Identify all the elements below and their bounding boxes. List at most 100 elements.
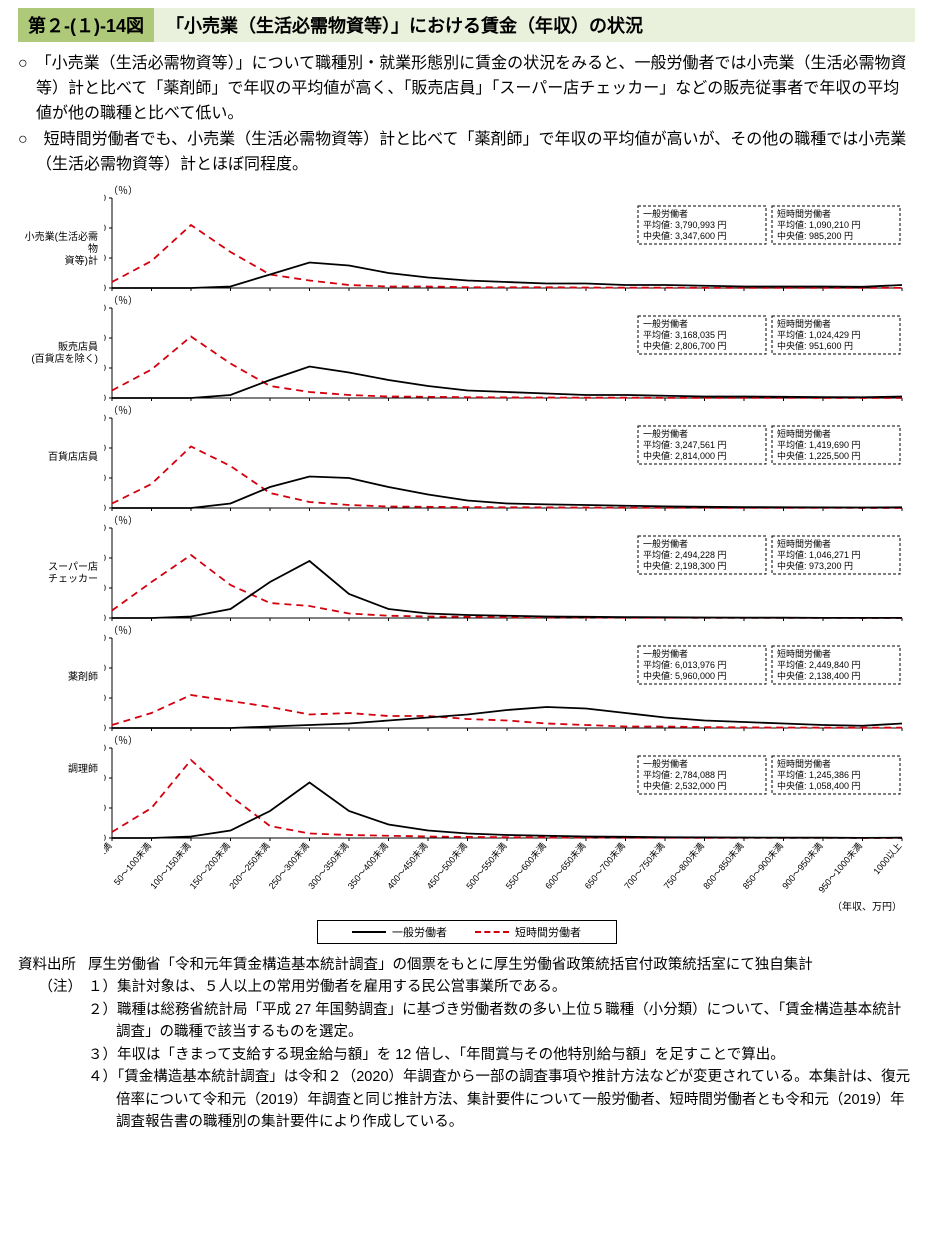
svg-text:平均値: 3,790,993 円: 平均値: 3,790,993 円 — [643, 219, 727, 230]
figure-title-bar: 第２-(１)-14図 「小売業（生活必需物資等）」における賃金（年収）の状況 — [18, 8, 915, 42]
svg-text:（％）: （％） — [108, 515, 138, 527]
svg-text:0～50未満: 0～50未満 — [104, 840, 114, 879]
svg-text:40: 40 — [104, 443, 106, 453]
footer-notes: 資料出所 厚生労働省「令和元年賃金構造基本統計調査」の個票をもとに厚生労働省政策… — [18, 954, 915, 1134]
svg-text:平均値: 1,046,271 円: 平均値: 1,046,271 円 — [777, 549, 861, 560]
svg-text:50～100未満: 50～100未満 — [111, 840, 153, 887]
chart-row-label: 販売店員(百貨店を除く) — [18, 294, 104, 366]
svg-text:中央値: 5,960,000 円: 中央値: 5,960,000 円 — [643, 670, 727, 681]
svg-text:一般労働者: 一般労働者 — [643, 428, 688, 439]
svg-text:500～550未満: 500～550未満 — [463, 840, 508, 891]
legend-label-dash: 短時間労働者 — [515, 924, 581, 940]
svg-text:600～650未満: 600～650未満 — [542, 840, 587, 891]
svg-text:（％）: （％） — [108, 295, 138, 307]
svg-text:中央値: 1,225,500 円: 中央値: 1,225,500 円 — [777, 450, 861, 461]
svg-text:（年収、万円）: （年収、万円） — [832, 900, 902, 913]
svg-text:（％）: （％） — [108, 625, 138, 637]
chart-row: 調理師（％）0204060一般労働者平均値: 2,784,088 円中央値: 2… — [18, 734, 915, 916]
svg-text:短時間労働者: 短時間労働者 — [777, 648, 831, 659]
chart-svg: （％）0204060一般労働者平均値: 2,494,228 円中央値: 2,19… — [104, 514, 906, 622]
svg-text:350～400未満: 350～400未満 — [345, 840, 390, 891]
svg-text:中央値: 2,806,700 円: 中央値: 2,806,700 円 — [643, 340, 727, 351]
svg-text:短時間労働者: 短時間労働者 — [777, 538, 831, 549]
svg-text:1000以上: 1000以上 — [871, 841, 903, 877]
svg-text:40: 40 — [104, 773, 106, 783]
svg-text:平均値: 2,449,840 円: 平均値: 2,449,840 円 — [777, 659, 861, 670]
chart-row-label: 調理師 — [18, 734, 104, 776]
svg-text:0: 0 — [104, 283, 106, 292]
svg-text:0: 0 — [104, 393, 106, 402]
svg-text:中央値: 973,200 円: 中央値: 973,200 円 — [777, 560, 853, 571]
svg-text:（％）: （％） — [108, 735, 138, 747]
chart-panel-stack: 小売業(生活必需物資等)計（％）0204060一般労働者平均値: 3,790,9… — [18, 184, 915, 916]
svg-text:平均値: 1,090,210 円: 平均値: 1,090,210 円 — [777, 219, 861, 230]
svg-text:中央値: 2,532,000 円: 中央値: 2,532,000 円 — [643, 780, 727, 791]
svg-text:中央値: 2,198,300 円: 中央値: 2,198,300 円 — [643, 560, 727, 571]
chart-svg: （％）0204060一般労働者平均値: 2,784,088 円中央値: 2,53… — [104, 734, 906, 916]
svg-text:一般労働者: 一般労働者 — [643, 208, 688, 219]
chart-legend: 一般労働者 短時間労働者 — [317, 920, 617, 944]
svg-text:700～750未満: 700～750未満 — [621, 840, 666, 891]
svg-text:（％）: （％） — [108, 185, 138, 197]
svg-text:40: 40 — [104, 223, 106, 233]
svg-text:100～150未満: 100～150未満 — [147, 840, 192, 891]
svg-text:短時間労働者: 短時間労働者 — [777, 208, 831, 219]
bullet-2: ○ 短時間労働者でも、小売業（生活必需物資等）計と比べて「薬剤師」で年収の平均値… — [18, 128, 915, 178]
svg-text:平均値: 3,168,035 円: 平均値: 3,168,035 円 — [643, 329, 727, 340]
notes-list: １）集計対象は、５人以上の常用労働者を雇用する民公営事業所である。２）職種は総務… — [88, 976, 915, 1133]
legend-swatch-dash — [475, 931, 509, 933]
svg-text:60: 60 — [104, 193, 106, 203]
svg-text:550～600未満: 550～600未満 — [503, 840, 548, 891]
svg-text:850～900未満: 850～900未満 — [740, 840, 785, 891]
chart-svg: （％）0204060一般労働者平均値: 3,247,561 円中央値: 2,81… — [104, 404, 906, 512]
summary-bullets: ○ 「小売業（生活必需物資等）」について職種別・就業形態別に賃金の状況をみると、… — [18, 52, 915, 178]
svg-text:平均値: 1,419,690 円: 平均値: 1,419,690 円 — [777, 439, 861, 450]
chart-row-label: 薬剤師 — [18, 624, 104, 684]
legend-item-dash: 短時間労働者 — [475, 924, 581, 940]
note-item: ３）年収は「きまって支給する現金給与額」を 12 倍し、「年間賞与その他特別給与… — [88, 1044, 915, 1066]
svg-text:20: 20 — [104, 473, 106, 483]
svg-text:中央値: 3,347,600 円: 中央値: 3,347,600 円 — [643, 230, 727, 241]
svg-text:一般労働者: 一般労働者 — [643, 318, 688, 329]
note-item: １）集計対象は、５人以上の常用労働者を雇用する民公営事業所である。 — [88, 976, 915, 998]
svg-text:0: 0 — [104, 503, 106, 512]
chart-row: 販売店員(百貨店を除く)（％）0204060一般労働者平均値: 3,168,03… — [18, 294, 915, 402]
svg-text:450～500未満: 450～500未満 — [424, 840, 469, 891]
note-label: （注） — [18, 976, 88, 1133]
legend-label-solid: 一般労働者 — [392, 924, 447, 940]
svg-text:短時間労働者: 短時間労働者 — [777, 318, 831, 329]
source-label: 資料出所 — [18, 954, 88, 976]
svg-text:60: 60 — [104, 743, 106, 753]
svg-text:60: 60 — [104, 303, 106, 313]
svg-text:短時間労働者: 短時間労働者 — [777, 758, 831, 769]
svg-text:200～250未満: 200～250未満 — [226, 840, 271, 891]
chart-row: 百貨店店員（％）0204060一般労働者平均値: 3,247,561 円中央値:… — [18, 404, 915, 512]
svg-text:平均値: 1,024,429 円: 平均値: 1,024,429 円 — [777, 329, 861, 340]
chart-svg: （％）0204060一般労働者平均値: 3,790,993 円中央値: 3,34… — [104, 184, 906, 292]
svg-text:20: 20 — [104, 803, 106, 813]
source-text: 厚生労働省「令和元年賃金構造基本統計調査」の個票をもとに厚生労働省政策統括官付政… — [88, 954, 915, 976]
svg-text:中央値: 2,138,400 円: 中央値: 2,138,400 円 — [777, 670, 861, 681]
svg-text:40: 40 — [104, 553, 106, 563]
svg-text:平均値: 6,013,976 円: 平均値: 6,013,976 円 — [643, 659, 727, 670]
svg-text:20: 20 — [104, 363, 106, 373]
chart-row-label: スーパー店チェッカー — [18, 514, 104, 586]
svg-text:（％）: （％） — [108, 405, 138, 417]
svg-text:一般労働者: 一般労働者 — [643, 538, 688, 549]
svg-text:20: 20 — [104, 583, 106, 593]
svg-text:平均値: 2,494,228 円: 平均値: 2,494,228 円 — [643, 549, 727, 560]
svg-text:0: 0 — [104, 723, 106, 732]
chart-svg: （％）0204060一般労働者平均値: 3,168,035 円中央値: 2,80… — [104, 294, 906, 402]
chart-row-label: 小売業(生活必需物資等)計 — [18, 184, 104, 268]
svg-text:400～450未満: 400～450未満 — [384, 840, 429, 891]
svg-text:平均値: 2,784,088 円: 平均値: 2,784,088 円 — [643, 769, 727, 780]
svg-text:短時間労働者: 短時間労働者 — [777, 428, 831, 439]
chart-row: 薬剤師（％）0204060一般労働者平均値: 6,013,976 円中央値: 5… — [18, 624, 915, 732]
svg-text:60: 60 — [104, 523, 106, 533]
svg-text:300～350未満: 300～350未満 — [305, 840, 350, 891]
svg-text:250～300未満: 250～300未満 — [266, 840, 311, 891]
svg-text:中央値: 2,814,000 円: 中央値: 2,814,000 円 — [643, 450, 727, 461]
svg-text:60: 60 — [104, 413, 106, 423]
chart-svg: （％）0204060一般労働者平均値: 6,013,976 円中央値: 5,96… — [104, 624, 906, 732]
svg-text:150～200未満: 150～200未満 — [187, 840, 232, 891]
